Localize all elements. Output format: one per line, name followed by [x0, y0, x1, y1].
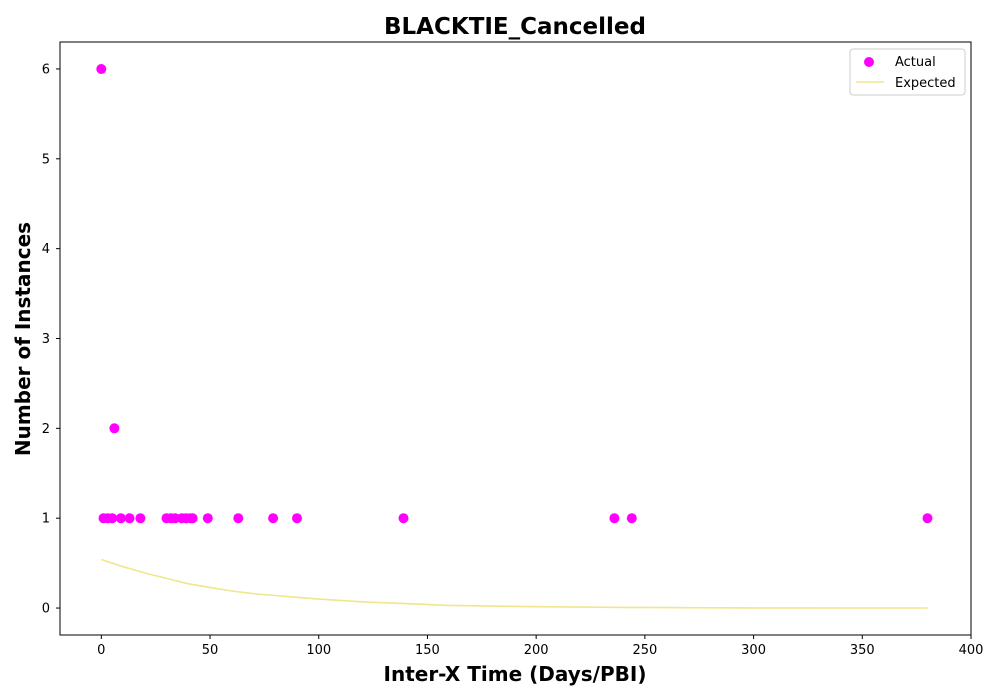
actual-point: [233, 513, 244, 524]
x-axis-label: Inter-X Time (Days/PBI): [384, 662, 647, 686]
y-tick-label: 1: [42, 512, 50, 527]
legend-expected-label: Expected: [895, 76, 956, 91]
actual-point: [292, 513, 302, 524]
y-tick-label: 5: [42, 152, 50, 167]
actual-point: [109, 423, 120, 434]
x-tick-label: 150: [415, 643, 440, 658]
x-tick-label: 200: [524, 643, 549, 658]
x-tick-label: 300: [741, 643, 766, 658]
actual-point: [107, 513, 118, 524]
actual-point: [96, 64, 107, 74]
actual-point: [609, 513, 620, 524]
actual-point: [187, 513, 198, 524]
legend-actual-marker: [864, 57, 874, 67]
actual-point: [626, 513, 637, 524]
x-tick-label: 350: [850, 643, 875, 658]
actual-point: [268, 513, 279, 524]
actual-point: [398, 513, 409, 524]
x-tick-label: 100: [306, 643, 331, 658]
y-axis-label: Number of Instances: [11, 222, 35, 456]
y-tick-label: 3: [42, 332, 50, 347]
x-tick-label: 50: [202, 643, 219, 658]
x-axis-ticks: 0 50 100 150 200 250 300 350 400: [97, 635, 983, 658]
actual-point: [202, 513, 213, 524]
x-tick-label: 400: [959, 643, 984, 658]
x-tick-label: 0: [97, 643, 105, 658]
actual-point: [124, 513, 135, 524]
chart-title: BLACKTIE_Cancelled: [384, 14, 646, 40]
legend-box: [849, 48, 966, 96]
y-axis-ticks: 0 1 2 3 4 5 6: [42, 62, 60, 617]
actual-series: [96, 64, 933, 524]
y-tick-label: 6: [42, 62, 50, 77]
y-tick-label: 4: [42, 242, 50, 257]
actual-point: [135, 513, 146, 524]
y-tick-label: 0: [42, 602, 50, 617]
plot-area-frame: [59, 41, 972, 636]
actual-point: [922, 513, 933, 524]
y-tick-label: 2: [42, 422, 50, 437]
legend: Actual Expected: [849, 48, 966, 96]
actual-point: [115, 513, 126, 524]
legend-actual-label: Actual: [895, 55, 936, 70]
expected-line: [101, 558, 928, 609]
x-tick-label: 250: [632, 643, 657, 658]
expected-series: [101, 558, 928, 609]
